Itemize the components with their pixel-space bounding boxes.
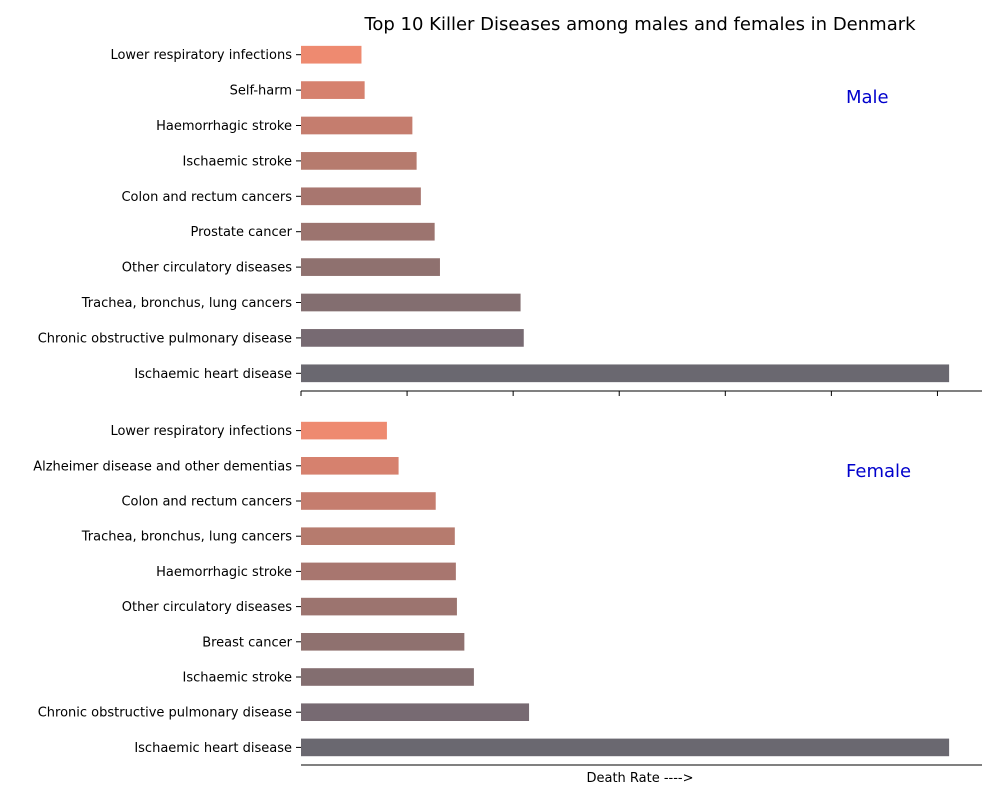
bar	[301, 738, 950, 757]
bar	[301, 703, 530, 721]
y-tick-label: Lower respiratory infections	[110, 48, 292, 63]
y-tick-label: Haemorrhagic stroke	[156, 565, 292, 580]
bar	[301, 222, 435, 241]
bar	[301, 562, 456, 581]
bar	[301, 527, 455, 545]
y-tick-label: Ischaemic heart disease	[134, 367, 292, 382]
y-tick-label: Lower respiratory infections	[110, 424, 292, 439]
panel-label: Male	[846, 87, 889, 108]
bar	[301, 421, 387, 440]
y-tick-label: Alzheimer disease and other dementias	[33, 459, 292, 474]
y-tick-label: Colon and rectum cancers	[121, 495, 292, 510]
bar	[301, 492, 436, 510]
bar	[301, 81, 365, 99]
y-tick-label: Ischaemic stroke	[183, 154, 292, 169]
y-tick-label: Ischaemic stroke	[183, 671, 292, 686]
y-tick-label: Chronic obstructive pulmonary disease	[38, 331, 292, 346]
y-tick-label: Self-harm	[230, 84, 292, 99]
y-tick-label: Other circulatory diseases	[122, 600, 292, 615]
bar	[301, 633, 465, 651]
panel-female: Ischaemic heart disease Chronic obstructi…	[33, 421, 982, 766]
y-tick-label: Breast cancer	[202, 635, 292, 650]
bar	[301, 364, 950, 383]
y-tick-label: Colon and rectum cancers	[121, 190, 292, 205]
chart-title: Top 10 Killer Diseases among males and f…	[363, 14, 916, 35]
y-tick-label: Prostate cancer	[190, 225, 292, 240]
bar	[301, 597, 457, 616]
bar	[301, 668, 474, 686]
chart-panels: Ischaemic heart disease Chronic obstructi…	[33, 45, 982, 766]
bar	[301, 187, 421, 206]
bar	[301, 45, 362, 64]
panel-label: Female	[846, 461, 911, 482]
y-tick-label: Trachea, bronchus, lung cancers	[81, 530, 292, 545]
bar	[301, 116, 413, 135]
bar	[301, 293, 521, 312]
y-tick-label: Trachea, bronchus, lung cancers	[81, 296, 292, 311]
panel-male: Ischaemic heart disease Chronic obstructi…	[38, 45, 982, 396]
bar	[301, 258, 440, 276]
bar	[301, 329, 524, 347]
y-tick-label: Ischaemic heart disease	[134, 741, 292, 756]
y-tick-label: Other circulatory diseases	[122, 261, 292, 276]
bar	[301, 152, 417, 170]
y-tick-label: Chronic obstructive pulmonary disease	[38, 706, 292, 721]
bar	[301, 457, 399, 475]
x-axis-label: Death Rate ---->	[586, 771, 693, 786]
y-tick-label: Haemorrhagic stroke	[156, 119, 292, 134]
